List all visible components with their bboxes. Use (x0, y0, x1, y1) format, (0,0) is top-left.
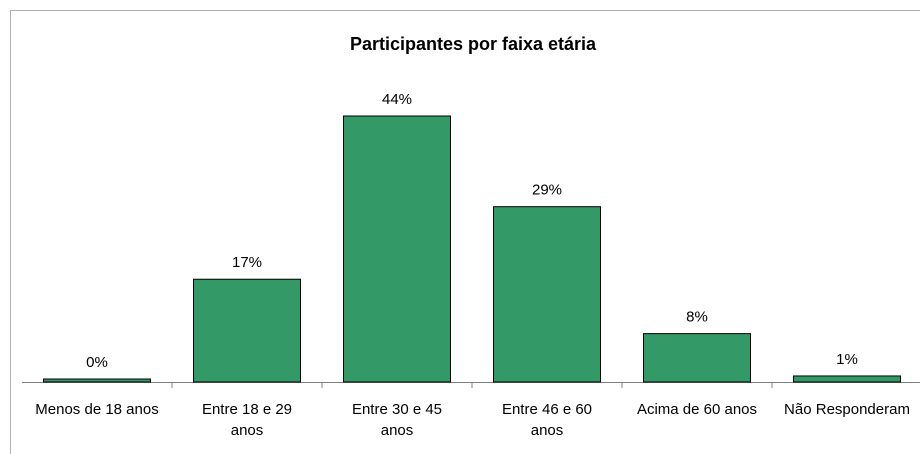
x-tick-label: Entre 46 e 60 anos (502, 401, 592, 439)
x-tick-label: Entre 18 e 29 anos (202, 401, 292, 439)
chart-title: Participantes por faixa etária (350, 34, 597, 54)
bar (43, 378, 151, 383)
data-label: 1% (836, 351, 858, 368)
bar (193, 278, 301, 383)
data-label: 29% (532, 182, 562, 199)
chart-frame (10, 10, 920, 454)
x-tick-label: Não Responderam (784, 401, 910, 418)
data-label: 17% (232, 254, 262, 271)
bar (643, 333, 751, 383)
x-tick-label: Menos de 18 anos (35, 401, 158, 418)
x-tick-label: Entre 30 e 45 anos (352, 401, 442, 439)
data-label: 8% (686, 309, 708, 326)
bar (343, 115, 451, 383)
data-label: 0% (86, 354, 108, 371)
bar (793, 375, 901, 383)
x-tick-label: Acima de 60 anos (637, 401, 757, 418)
data-label: 44% (382, 91, 412, 108)
bar (493, 206, 601, 383)
